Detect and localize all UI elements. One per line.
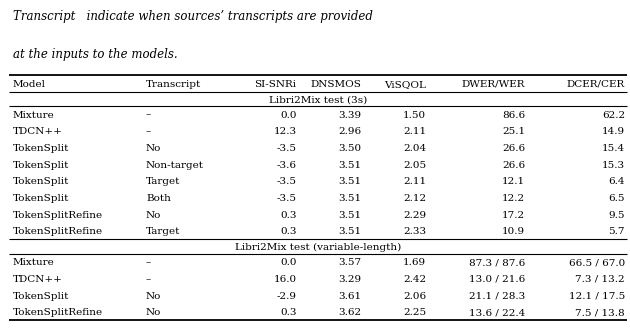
Text: Libri2Mix test (variable-length): Libri2Mix test (variable-length) bbox=[235, 242, 401, 252]
Text: 0.0: 0.0 bbox=[280, 111, 297, 120]
Text: 62.2: 62.2 bbox=[602, 111, 625, 120]
Text: 5.7: 5.7 bbox=[609, 227, 625, 236]
Text: -3.5: -3.5 bbox=[277, 194, 297, 203]
Text: 7.5 / 13.8: 7.5 / 13.8 bbox=[575, 308, 625, 317]
Text: 7.3 / 13.2: 7.3 / 13.2 bbox=[575, 275, 625, 284]
Text: 2.11: 2.11 bbox=[403, 127, 426, 136]
Text: Mixture: Mixture bbox=[13, 258, 54, 267]
Text: 2.11: 2.11 bbox=[403, 177, 426, 186]
Text: 86.6: 86.6 bbox=[502, 111, 525, 120]
Text: TokenSplit: TokenSplit bbox=[13, 292, 69, 301]
Text: Non-target: Non-target bbox=[146, 161, 204, 170]
Text: DWER/WER: DWER/WER bbox=[462, 80, 525, 89]
Text: No: No bbox=[146, 211, 161, 220]
Text: SI-SNRi: SI-SNRi bbox=[255, 80, 297, 89]
Text: Mixture: Mixture bbox=[13, 111, 54, 120]
Text: –: – bbox=[146, 258, 151, 267]
Text: 3.57: 3.57 bbox=[338, 258, 362, 267]
Text: No: No bbox=[146, 144, 161, 153]
Text: 2.96: 2.96 bbox=[338, 127, 362, 136]
Text: 3.50: 3.50 bbox=[338, 144, 362, 153]
Text: 0.3: 0.3 bbox=[280, 227, 297, 236]
Text: 21.1 / 28.3: 21.1 / 28.3 bbox=[469, 292, 525, 301]
Text: 0.3: 0.3 bbox=[280, 308, 297, 317]
Text: TDCN++: TDCN++ bbox=[13, 275, 62, 284]
Text: ViSQOL: ViSQOL bbox=[384, 80, 426, 89]
Text: 2.06: 2.06 bbox=[403, 292, 426, 301]
Text: 15.4: 15.4 bbox=[602, 144, 625, 153]
Text: 3.51: 3.51 bbox=[338, 177, 362, 186]
Text: Libri2Mix test (3s): Libri2Mix test (3s) bbox=[269, 95, 367, 104]
Text: at the inputs to the models.: at the inputs to the models. bbox=[13, 48, 177, 61]
Text: 10.9: 10.9 bbox=[502, 227, 525, 236]
Text: -3.6: -3.6 bbox=[277, 161, 297, 170]
Text: Model: Model bbox=[13, 80, 45, 89]
Text: 6.4: 6.4 bbox=[609, 177, 625, 186]
Text: 13.0 / 21.6: 13.0 / 21.6 bbox=[469, 275, 525, 284]
Text: 6.5: 6.5 bbox=[609, 194, 625, 203]
Text: 3.51: 3.51 bbox=[338, 227, 362, 236]
Text: 87.3 / 87.6: 87.3 / 87.6 bbox=[469, 258, 525, 267]
Text: 1.50: 1.50 bbox=[403, 111, 426, 120]
Text: 2.33: 2.33 bbox=[403, 227, 426, 236]
Text: 2.12: 2.12 bbox=[403, 194, 426, 203]
Text: 15.3: 15.3 bbox=[602, 161, 625, 170]
Text: 1.69: 1.69 bbox=[403, 258, 426, 267]
Text: Both: Both bbox=[146, 194, 171, 203]
Text: 3.29: 3.29 bbox=[338, 275, 362, 284]
Text: 3.51: 3.51 bbox=[338, 194, 362, 203]
Text: 9.5: 9.5 bbox=[609, 211, 625, 220]
Text: TokenSplitRefine: TokenSplitRefine bbox=[13, 308, 103, 317]
Text: 3.62: 3.62 bbox=[338, 308, 362, 317]
Text: –: – bbox=[146, 127, 151, 136]
Text: TokenSplit: TokenSplit bbox=[13, 161, 69, 170]
Text: 25.1: 25.1 bbox=[502, 127, 525, 136]
Text: 12.1: 12.1 bbox=[502, 177, 525, 186]
Text: –: – bbox=[146, 275, 151, 284]
Text: 66.5 / 67.0: 66.5 / 67.0 bbox=[569, 258, 625, 267]
Text: TokenSplit: TokenSplit bbox=[13, 144, 69, 153]
Text: 17.2: 17.2 bbox=[502, 211, 525, 220]
Text: 2.29: 2.29 bbox=[403, 211, 426, 220]
Text: DNSMOS: DNSMOS bbox=[311, 80, 362, 89]
Text: -3.5: -3.5 bbox=[277, 144, 297, 153]
Text: No: No bbox=[146, 308, 161, 317]
Text: 26.6: 26.6 bbox=[502, 144, 525, 153]
Text: 0.3: 0.3 bbox=[280, 211, 297, 220]
Text: 14.9: 14.9 bbox=[602, 127, 625, 136]
Text: -3.5: -3.5 bbox=[277, 177, 297, 186]
Text: 2.04: 2.04 bbox=[403, 144, 426, 153]
Text: TokenSplitRefine: TokenSplitRefine bbox=[13, 227, 103, 236]
Text: 13.6 / 22.4: 13.6 / 22.4 bbox=[469, 308, 525, 317]
Text: 0.0: 0.0 bbox=[280, 258, 297, 267]
Text: 3.61: 3.61 bbox=[338, 292, 362, 301]
Text: 3.51: 3.51 bbox=[338, 161, 362, 170]
Text: -2.9: -2.9 bbox=[277, 292, 297, 301]
Text: 2.25: 2.25 bbox=[403, 308, 426, 317]
Text: Target: Target bbox=[146, 227, 180, 236]
Text: Transcript: Transcript bbox=[146, 80, 201, 89]
Text: Target: Target bbox=[146, 177, 180, 186]
Text: 12.1 / 17.5: 12.1 / 17.5 bbox=[569, 292, 625, 301]
Text: 12.3: 12.3 bbox=[273, 127, 297, 136]
Text: 2.42: 2.42 bbox=[403, 275, 426, 284]
Text: TokenSplitRefine: TokenSplitRefine bbox=[13, 211, 103, 220]
Text: Transcript   indicate when sources’ transcripts are provided: Transcript indicate when sources’ transc… bbox=[13, 10, 372, 23]
Text: TokenSplit: TokenSplit bbox=[13, 194, 69, 203]
Text: 2.05: 2.05 bbox=[403, 161, 426, 170]
Text: TDCN++: TDCN++ bbox=[13, 127, 62, 136]
Text: 16.0: 16.0 bbox=[273, 275, 297, 284]
Text: 3.51: 3.51 bbox=[338, 211, 362, 220]
Text: 12.2: 12.2 bbox=[502, 194, 525, 203]
Text: 3.39: 3.39 bbox=[338, 111, 362, 120]
Text: –: – bbox=[146, 111, 151, 120]
Text: DCER/CER: DCER/CER bbox=[567, 80, 625, 89]
Text: No: No bbox=[146, 292, 161, 301]
Text: TokenSplit: TokenSplit bbox=[13, 177, 69, 186]
Text: 26.6: 26.6 bbox=[502, 161, 525, 170]
